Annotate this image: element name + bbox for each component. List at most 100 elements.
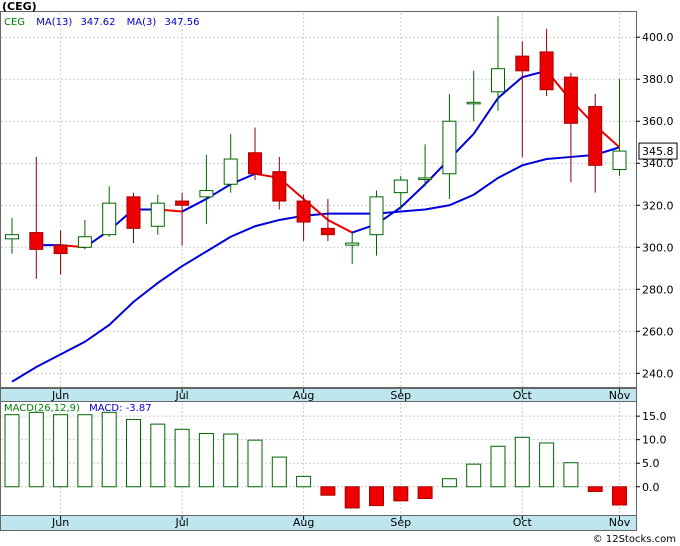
macd-bar [28,411,44,488]
macd-y-axis: 15.0 10.0 5.0 0.0 [636,410,667,494]
macd-y-label: 15.0 [642,410,667,423]
macd-bar [490,445,506,488]
candle [515,41,530,157]
last-price-tag: 345.8 [638,142,678,160]
price-grid [1,13,636,388]
macd-x-label: Aug [293,516,314,529]
macd-bar [369,486,384,507]
candle [612,79,627,176]
candle [296,194,311,241]
macd-x-label: Nov [609,516,631,529]
ma13-line-group [11,146,620,383]
candle-body [77,236,92,248]
candle-body [296,200,311,223]
macd-x-label: Oct [513,516,533,529]
price-x-axis: Jun Jul Aug Sep Oct Nov [51,389,631,402]
macd-bar [4,414,20,488]
price-y-label: 340.0 [642,157,674,170]
candle-body [320,227,335,236]
macd-bar [563,462,579,488]
legend-ceg: CEG [4,17,25,28]
legend-macd-value: -3.87 [126,403,152,414]
candle [539,28,554,97]
macd-bar [53,414,69,488]
candle-body [175,200,190,206]
candle-body [102,202,117,236]
candle-body [393,179,408,194]
price-x-label: Oct [513,389,533,402]
price-y-label: 300.0 [642,241,674,254]
candles [5,16,627,279]
candle [320,198,335,241]
candle-body [588,106,603,166]
candle-body [515,55,530,72]
macd-bar [77,414,93,488]
macd-x-axis-band [0,515,637,531]
macd-bar [198,433,214,488]
macd-bar [393,486,409,502]
macd-bar [441,478,457,488]
legend-ma13-value: 347.62 [80,17,115,28]
macd-bar [126,418,141,488]
macd-bar [587,486,603,492]
price-y-label: 380.0 [642,73,674,86]
legend-macd-label: MACD: [89,403,122,414]
macd-legend: MACD(26,12,9) MACD: -3.87 [4,403,152,414]
candle [393,175,408,210]
last-price-label: 345.8 [642,145,674,158]
last-price-box [638,142,678,160]
candle-body [612,150,627,171]
copyright: © 12Stocks.com [593,534,676,545]
candle [369,190,384,256]
price-y-label: 360.0 [642,115,674,128]
candle-body [442,120,457,175]
macd-y-label: 5.0 [642,457,660,470]
ma3-line-segment [181,198,207,213]
candle [102,186,117,237]
macd-x-axis: Jun Jul Aug Sep Oct Nov [51,516,631,529]
macd-bar [417,486,433,500]
candle-body [29,232,44,250]
ma13-line [11,146,620,383]
legend-ma3-value: 347.56 [164,17,199,28]
legend-macd-title: MACD(26,12,9) [4,403,80,414]
candle [29,156,44,279]
macd-bar [174,428,190,488]
price-y-label: 320.0 [642,199,674,212]
candle [491,16,505,111]
candle [223,133,238,193]
candle [418,144,433,187]
candle [199,154,214,225]
candle [53,230,68,275]
candle-body [369,196,384,236]
macd-bar [612,486,627,506]
macd-x-label: Jul [174,516,188,529]
price-y-label: 260.0 [642,325,674,338]
ma3-line-segment [400,183,426,209]
candle [150,194,165,235]
candle-body [345,242,360,246]
candle [175,192,190,246]
candle [345,232,360,265]
chart-title: (CEG) [2,0,37,13]
candle [77,219,92,250]
macd-x-label: Jun [51,516,69,529]
macd-y-label: 0.0 [642,481,660,494]
macd-bar [344,486,360,509]
macd-bar [320,486,336,496]
candle-body [223,158,238,185]
macd-bar [296,475,312,488]
candle-body [248,152,262,175]
ma3-line-segment [327,219,353,234]
macd-bar [247,439,263,488]
candle-body [272,171,287,202]
candle [442,93,457,199]
macd-bar [514,436,530,488]
price-x-label: Sep [390,389,411,402]
candle-body [5,234,19,240]
candle [466,70,481,122]
candle-body [466,101,481,105]
price-legend: CEG MA(13) 347.62 MA(3) 347.56 [4,17,199,28]
macd-bars [4,411,627,509]
legend-ma13-label: MA(13) [36,17,72,28]
